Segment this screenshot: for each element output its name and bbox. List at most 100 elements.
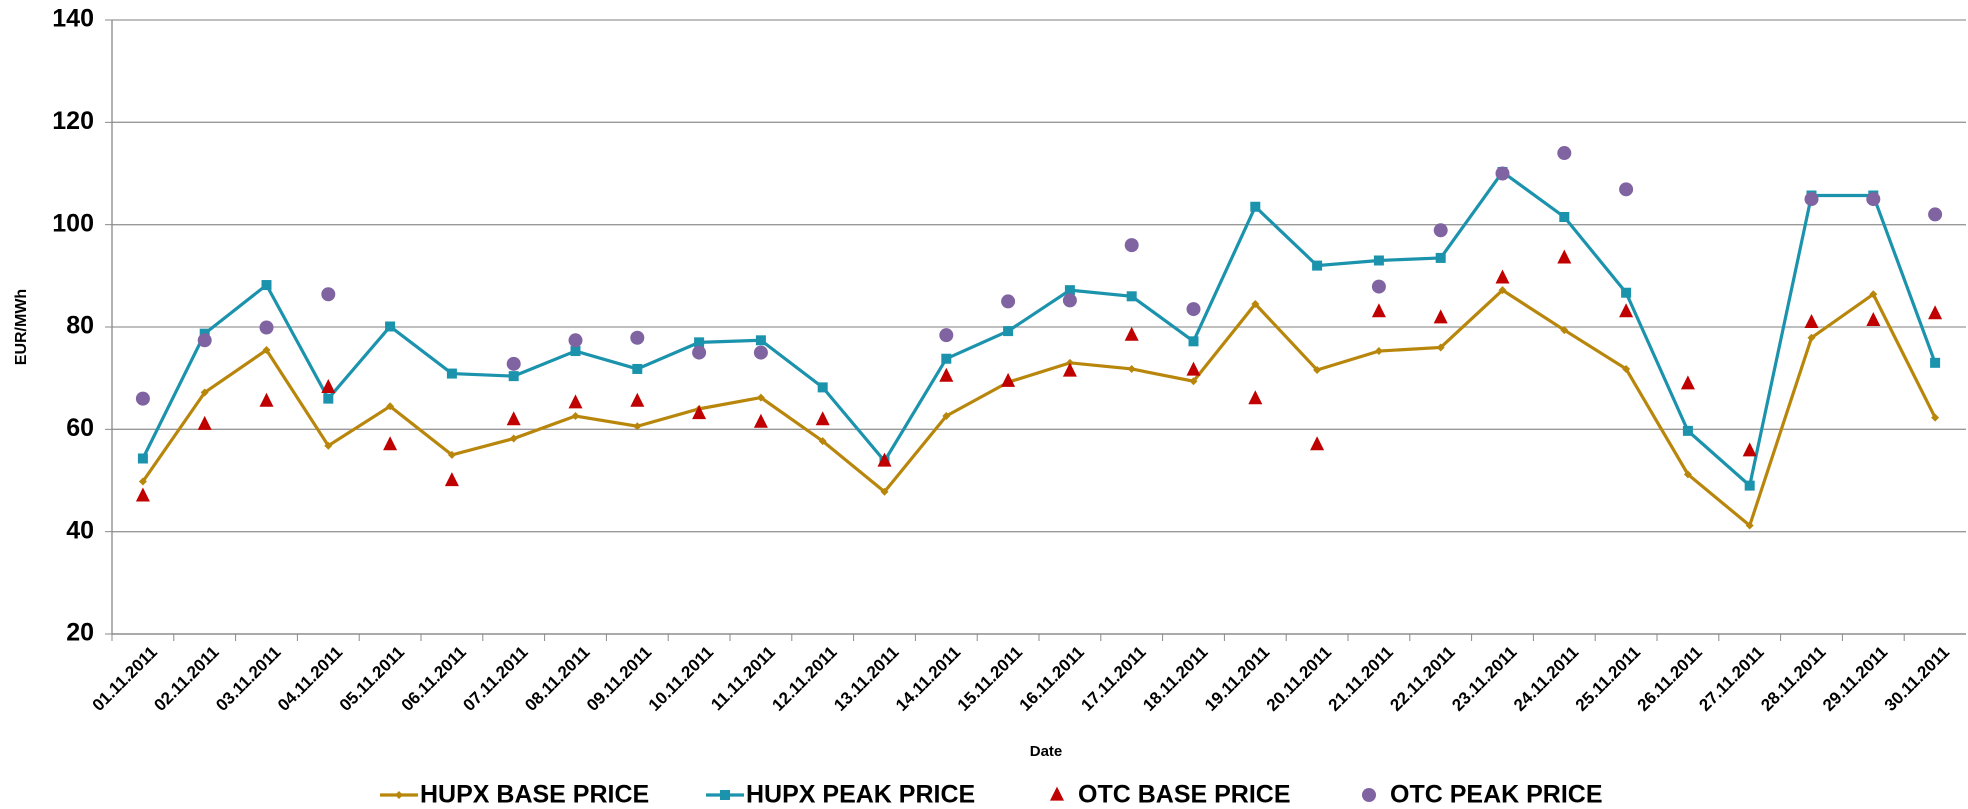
y-tick-label: 120 bbox=[52, 107, 94, 135]
data-point bbox=[1433, 309, 1448, 324]
data-point bbox=[817, 382, 828, 393]
data-point bbox=[633, 422, 642, 431]
legend-label: OTC PEAK PRICE bbox=[1390, 781, 1603, 809]
data-point bbox=[692, 345, 707, 360]
x-tick-label: 12.11.2011 bbox=[768, 643, 840, 715]
data-point bbox=[261, 280, 272, 291]
data-point bbox=[447, 450, 456, 459]
data-point bbox=[1310, 436, 1325, 451]
data-point bbox=[1436, 343, 1445, 352]
data-point bbox=[1930, 357, 1941, 368]
x-axis-label: Date bbox=[1030, 743, 1063, 760]
data-point bbox=[942, 412, 951, 421]
data-point bbox=[1495, 269, 1510, 284]
data-point bbox=[1619, 182, 1634, 197]
data-point bbox=[1250, 201, 1261, 212]
data-point bbox=[1062, 362, 1077, 377]
data-point bbox=[1866, 311, 1881, 326]
x-tick-label: 14.11.2011 bbox=[892, 643, 964, 715]
x-tick-label: 27.11.2011 bbox=[1695, 643, 1767, 715]
legend-label: HUPX PEAK PRICE bbox=[746, 781, 975, 809]
data-point bbox=[509, 434, 518, 443]
data-point bbox=[200, 388, 209, 397]
data-point bbox=[753, 345, 768, 360]
data-point bbox=[1804, 192, 1819, 207]
x-tick-label: 23.11.2011 bbox=[1448, 643, 1520, 715]
data-point bbox=[1003, 326, 1014, 337]
x-tick-label: 15.11.2011 bbox=[954, 643, 1026, 715]
data-point bbox=[1804, 313, 1819, 328]
x-tick-label: 19.11.2011 bbox=[1201, 643, 1273, 715]
legend-marker bbox=[720, 790, 730, 800]
data-point bbox=[1621, 287, 1632, 298]
x-tick-label: 28.11.2011 bbox=[1757, 643, 1829, 715]
x-tick-label: 22.11.2011 bbox=[1386, 643, 1458, 715]
data-point bbox=[939, 328, 954, 343]
y-tick-label: 20 bbox=[66, 619, 94, 647]
data-point bbox=[1186, 361, 1201, 376]
x-tick-label: 04.11.2011 bbox=[274, 643, 346, 715]
data-point bbox=[1313, 365, 1322, 374]
x-tick-label: 03.11.2011 bbox=[212, 643, 284, 715]
data-point bbox=[324, 441, 333, 450]
x-tick-label: 25.11.2011 bbox=[1572, 643, 1644, 715]
x-tick-label: 01.11.2011 bbox=[89, 643, 161, 715]
data-point bbox=[1560, 326, 1569, 335]
data-point bbox=[444, 472, 459, 487]
data-point bbox=[1619, 303, 1634, 318]
data-point bbox=[1928, 305, 1943, 320]
data-point bbox=[1680, 375, 1695, 390]
x-tick-label: 26.11.2011 bbox=[1634, 643, 1706, 715]
data-point bbox=[138, 477, 147, 486]
data-point bbox=[321, 378, 336, 393]
data-point bbox=[1001, 294, 1016, 309]
series-line bbox=[141, 169, 1937, 489]
data-point bbox=[880, 487, 889, 496]
x-tick-label: 18.11.2011 bbox=[1139, 643, 1211, 715]
data-point bbox=[753, 413, 768, 428]
data-point bbox=[1371, 279, 1386, 294]
data-point bbox=[630, 392, 645, 407]
data-point bbox=[568, 333, 583, 348]
legend-marker bbox=[1362, 788, 1376, 802]
data-point bbox=[1435, 252, 1446, 263]
y-axis-label: EUR/MWh bbox=[13, 289, 30, 365]
data-point bbox=[1433, 223, 1448, 238]
data-point bbox=[1001, 372, 1016, 387]
data-point bbox=[259, 320, 274, 335]
data-point bbox=[1124, 326, 1139, 341]
data-point bbox=[1374, 347, 1383, 356]
data-point bbox=[1742, 442, 1757, 457]
x-tick-label: 07.11.2011 bbox=[459, 643, 531, 715]
data-point bbox=[632, 363, 643, 374]
data-point bbox=[1928, 207, 1943, 222]
data-point bbox=[1064, 285, 1075, 296]
y-tick-label: 100 bbox=[52, 209, 94, 237]
data-point bbox=[1866, 192, 1881, 207]
data-point bbox=[1127, 364, 1136, 373]
x-tick-label: 06.11.2011 bbox=[398, 643, 470, 715]
data-point bbox=[506, 356, 521, 371]
data-point bbox=[1622, 364, 1631, 373]
data-point bbox=[386, 402, 395, 411]
x-tick-label: 11.11.2011 bbox=[707, 643, 779, 715]
data-point bbox=[135, 487, 150, 502]
y-tick-label: 40 bbox=[66, 516, 94, 544]
x-tick-label: 16.11.2011 bbox=[1016, 643, 1088, 715]
x-tick-label: 09.11.2011 bbox=[583, 643, 655, 715]
data-point bbox=[877, 452, 892, 467]
data-point bbox=[1745, 521, 1754, 530]
legend-label: OTC BASE PRICE bbox=[1078, 781, 1291, 809]
x-tick-label: 05.11.2011 bbox=[336, 643, 408, 715]
data-point bbox=[1557, 146, 1572, 161]
data-point bbox=[1186, 302, 1201, 317]
data-point bbox=[755, 335, 766, 346]
data-point bbox=[1373, 255, 1384, 266]
data-point bbox=[1248, 390, 1263, 405]
data-point bbox=[1559, 211, 1570, 222]
data-point bbox=[818, 437, 827, 446]
legend-label: HUPX BASE PRICE bbox=[420, 781, 649, 809]
x-tick-label: 24.11.2011 bbox=[1510, 643, 1582, 715]
x-tick-label: 08.11.2011 bbox=[521, 643, 593, 715]
data-point bbox=[135, 391, 150, 406]
